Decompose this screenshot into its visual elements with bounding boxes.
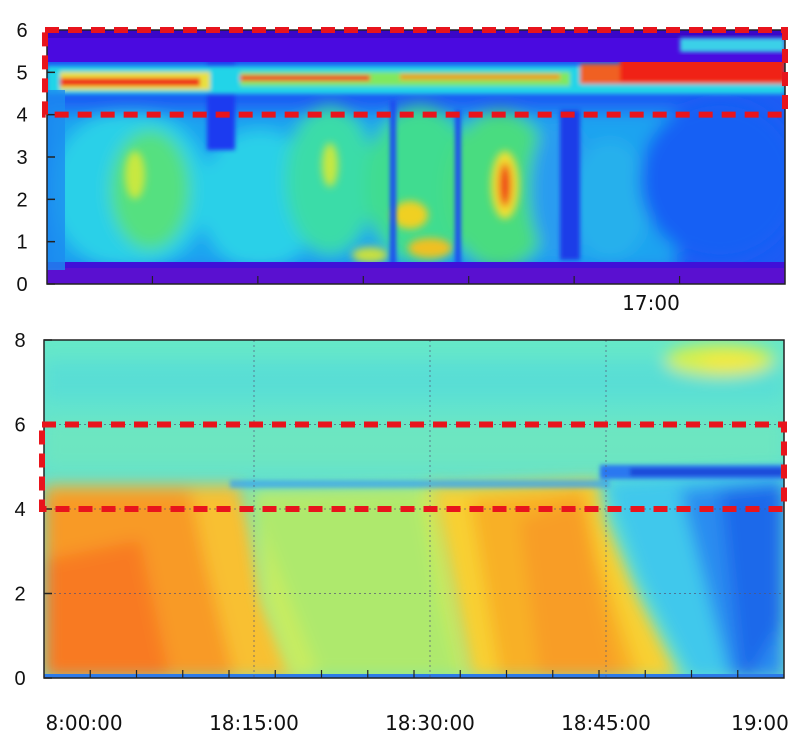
top-heatmap-panel: 0 1 2 3 4 5 6 17:00 (16, 20, 788, 315)
bot-dashed-box (39, 421, 787, 512)
top-x-axis: 17:00 (622, 291, 680, 315)
top-y-axis: 0 1 2 3 4 5 6 (16, 20, 55, 296)
top-y-tick-label: 5 (16, 62, 27, 84)
top-y-tick-label: 6 (16, 20, 27, 42)
bottom-x-tick-label: 19:00 (731, 711, 789, 735)
bottom-heatmap-panel: 0 2 4 6 8 8:00:00 18:15:00 18:30:00 18:45:00 19:… (14, 330, 788, 735)
bottom-x-tick-label: 8:00:00 (45, 711, 122, 735)
bot-y-tick-label: 8 (14, 330, 25, 352)
bot-y-tick-label: 0 (14, 668, 25, 690)
bot-y-tick-label: 6 (14, 415, 25, 437)
top-y-tick-label: 3 (16, 147, 27, 169)
top-y-tick-label: 4 (16, 105, 27, 127)
top-y-tick-label: 2 (16, 189, 27, 211)
bottom-x-tick-label: 18:45:00 (561, 711, 651, 735)
bottom-x-axis: 8:00:00 18:15:00 18:30:00 18:45:00 19:00 (45, 711, 788, 735)
top-y-tick-label: 1 (16, 232, 27, 254)
bottom-x-tick-label: 18:15:00 (209, 711, 299, 735)
bot-y-tick-label: 4 (14, 499, 25, 521)
top-y-tick-label: 0 (16, 274, 27, 296)
top-x-tick-label: 17:00 (622, 291, 680, 315)
top-heatmap-field (47, 30, 785, 284)
bottom-annotations (39, 421, 787, 512)
top-annotations (42, 27, 788, 118)
bot-y-tick-label: 2 (14, 584, 25, 606)
top-x-minor-ticks (151, 276, 681, 284)
bottom-x-tick-label: 18:30:00 (385, 711, 475, 735)
bottom-x-minor-ticks (89, 670, 739, 678)
top-dashed-box (42, 27, 788, 118)
